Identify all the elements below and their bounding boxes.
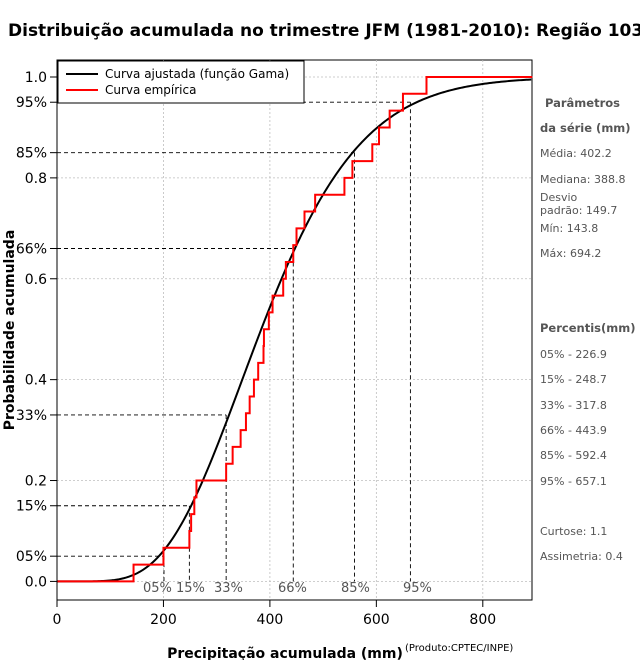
x-tick-label: 800 <box>469 612 496 628</box>
stat-desvio: Desvio <box>540 191 578 204</box>
stat-desvio-padrao: padrão: 149.7 <box>540 204 618 217</box>
legend-empirical-label: Curva empírica <box>105 83 196 97</box>
legend: Curva ajustada (função Gama) Curva empír… <box>57 60 305 104</box>
percentil-05: 05% - 226.9 <box>540 348 607 361</box>
legend-box <box>57 60 305 104</box>
y-tick-label: 0.4 <box>25 373 47 389</box>
y-tick-label: 0.8 <box>25 171 47 187</box>
percentile-x-label: 85% <box>341 581 370 596</box>
y-tick-label: 0.6 <box>25 272 47 288</box>
percentile-x-label: 15% <box>176 581 205 596</box>
y-percent-tick-label: 85% <box>16 146 47 162</box>
params-subtitle: da série (mm) <box>540 121 631 135</box>
percentile-x-label: 05% <box>143 581 172 596</box>
credit-text: (Produto:CPTEC/INPE) <box>405 643 513 654</box>
stat-curtose: Curtose: 1.1 <box>540 525 608 538</box>
x-tick-label: 600 <box>363 612 390 628</box>
x-tick-label: 200 <box>150 612 177 628</box>
percentil-33: 33% - 317.8 <box>540 399 607 412</box>
stat-min: Mín: 143.8 <box>540 222 599 235</box>
series <box>57 76 533 583</box>
percentil-15: 15% - 248.7 <box>540 373 607 386</box>
percentile-x-label: 33% <box>214 581 243 596</box>
grid <box>56 60 532 600</box>
y-axis-label: Probabilidade acumulada <box>2 230 18 431</box>
percentil-66: 66% - 443.9 <box>540 424 607 437</box>
stat-media: Média: 402.2 <box>540 147 612 160</box>
y-percent-tick-label: 66% <box>16 241 47 257</box>
y-percent-tick-label: 15% <box>16 499 47 515</box>
stat-mediana: Mediana: 388.8 <box>540 173 626 186</box>
percentile-x-label: 66% <box>278 581 307 596</box>
stat-max: Máx: 694.2 <box>540 247 602 260</box>
plot-frame <box>56 59 533 601</box>
stat-assimetria: Assimetria: 0.4 <box>540 550 623 563</box>
percentile-x-label: 95% <box>403 581 432 596</box>
x-tick-label: 400 <box>257 612 284 628</box>
params-title: Parâmetros <box>545 96 621 110</box>
empirical-step-curve <box>57 76 533 583</box>
percentis-title: Percentis(mm) <box>540 321 636 335</box>
x-axis-label: Precipitação acumulada (mm) <box>167 646 403 660</box>
percentil-95: 95% - 657.1 <box>540 475 607 488</box>
legend-fit-label: Curva ajustada (função Gama) <box>105 67 289 81</box>
percentil-85: 85% - 592.4 <box>540 449 607 462</box>
axes: 0 200 400 600 800 0.0 0.2 0.4 0.6 0.8 1.0 05% 15% 33%… <box>16 60 532 628</box>
percentile-reference-lines: 05% 15% 33% 66% 85% 95% <box>57 101 432 596</box>
y-tick-label: 1.0 <box>25 70 47 86</box>
y-percent-tick-label: 05% <box>16 549 47 565</box>
y-tick-label: 0.2 <box>25 474 47 490</box>
chart-title: Distribuição acumulada no trimestre JFM … <box>8 21 640 41</box>
y-percent-tick-label: 95% <box>16 95 47 111</box>
y-percent-tick-label: 33% <box>16 408 47 424</box>
x-tick-label: 0 <box>53 612 62 628</box>
y-tick-label: 0.0 <box>25 574 47 590</box>
